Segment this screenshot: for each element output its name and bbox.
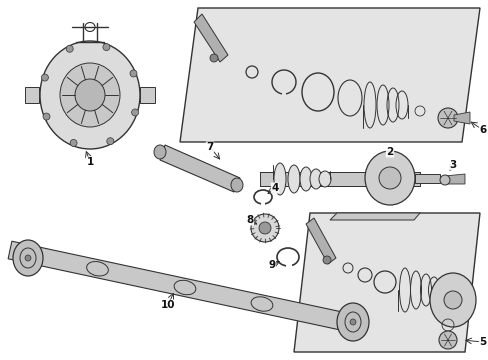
- Ellipse shape: [378, 167, 400, 189]
- Polygon shape: [305, 218, 335, 264]
- Polygon shape: [180, 8, 479, 142]
- Polygon shape: [282, 92, 285, 95]
- Polygon shape: [414, 174, 439, 183]
- Polygon shape: [453, 112, 469, 124]
- Ellipse shape: [106, 138, 114, 145]
- Ellipse shape: [154, 145, 165, 159]
- Ellipse shape: [40, 41, 140, 149]
- Polygon shape: [285, 264, 291, 268]
- Ellipse shape: [70, 139, 77, 147]
- Ellipse shape: [439, 175, 449, 185]
- Ellipse shape: [429, 273, 475, 327]
- Ellipse shape: [60, 63, 120, 127]
- Ellipse shape: [250, 214, 279, 242]
- Polygon shape: [140, 87, 155, 103]
- Ellipse shape: [43, 113, 50, 120]
- Text: 1: 1: [86, 157, 93, 167]
- Ellipse shape: [209, 54, 218, 62]
- Ellipse shape: [273, 163, 285, 195]
- Ellipse shape: [349, 319, 355, 325]
- Polygon shape: [194, 14, 227, 62]
- Text: 2: 2: [386, 147, 393, 157]
- Ellipse shape: [287, 165, 299, 193]
- Ellipse shape: [75, 79, 105, 111]
- Text: 6: 6: [478, 125, 486, 135]
- Text: 9: 9: [268, 260, 275, 270]
- Ellipse shape: [102, 44, 110, 50]
- Text: 8: 8: [246, 215, 253, 225]
- Ellipse shape: [41, 74, 48, 81]
- Text: 10: 10: [161, 300, 175, 310]
- Polygon shape: [8, 241, 361, 334]
- Polygon shape: [25, 87, 39, 103]
- Polygon shape: [260, 172, 419, 186]
- Ellipse shape: [13, 240, 43, 276]
- Ellipse shape: [25, 255, 31, 261]
- Ellipse shape: [318, 171, 330, 187]
- Ellipse shape: [309, 169, 321, 189]
- Polygon shape: [329, 213, 419, 220]
- Ellipse shape: [66, 45, 73, 52]
- Ellipse shape: [438, 331, 456, 349]
- Ellipse shape: [230, 178, 243, 192]
- Text: 5: 5: [478, 337, 486, 347]
- Ellipse shape: [364, 151, 414, 205]
- Ellipse shape: [323, 256, 330, 264]
- Ellipse shape: [131, 109, 138, 116]
- Text: 7: 7: [206, 142, 213, 152]
- Ellipse shape: [437, 108, 457, 128]
- Polygon shape: [261, 203, 264, 207]
- Polygon shape: [444, 174, 464, 184]
- Ellipse shape: [259, 222, 270, 234]
- Ellipse shape: [299, 167, 311, 191]
- Ellipse shape: [336, 303, 368, 341]
- Ellipse shape: [130, 70, 137, 77]
- Polygon shape: [293, 213, 479, 352]
- Ellipse shape: [443, 291, 461, 309]
- Text: 3: 3: [448, 160, 456, 170]
- Polygon shape: [160, 145, 240, 192]
- Text: 4: 4: [271, 183, 278, 193]
